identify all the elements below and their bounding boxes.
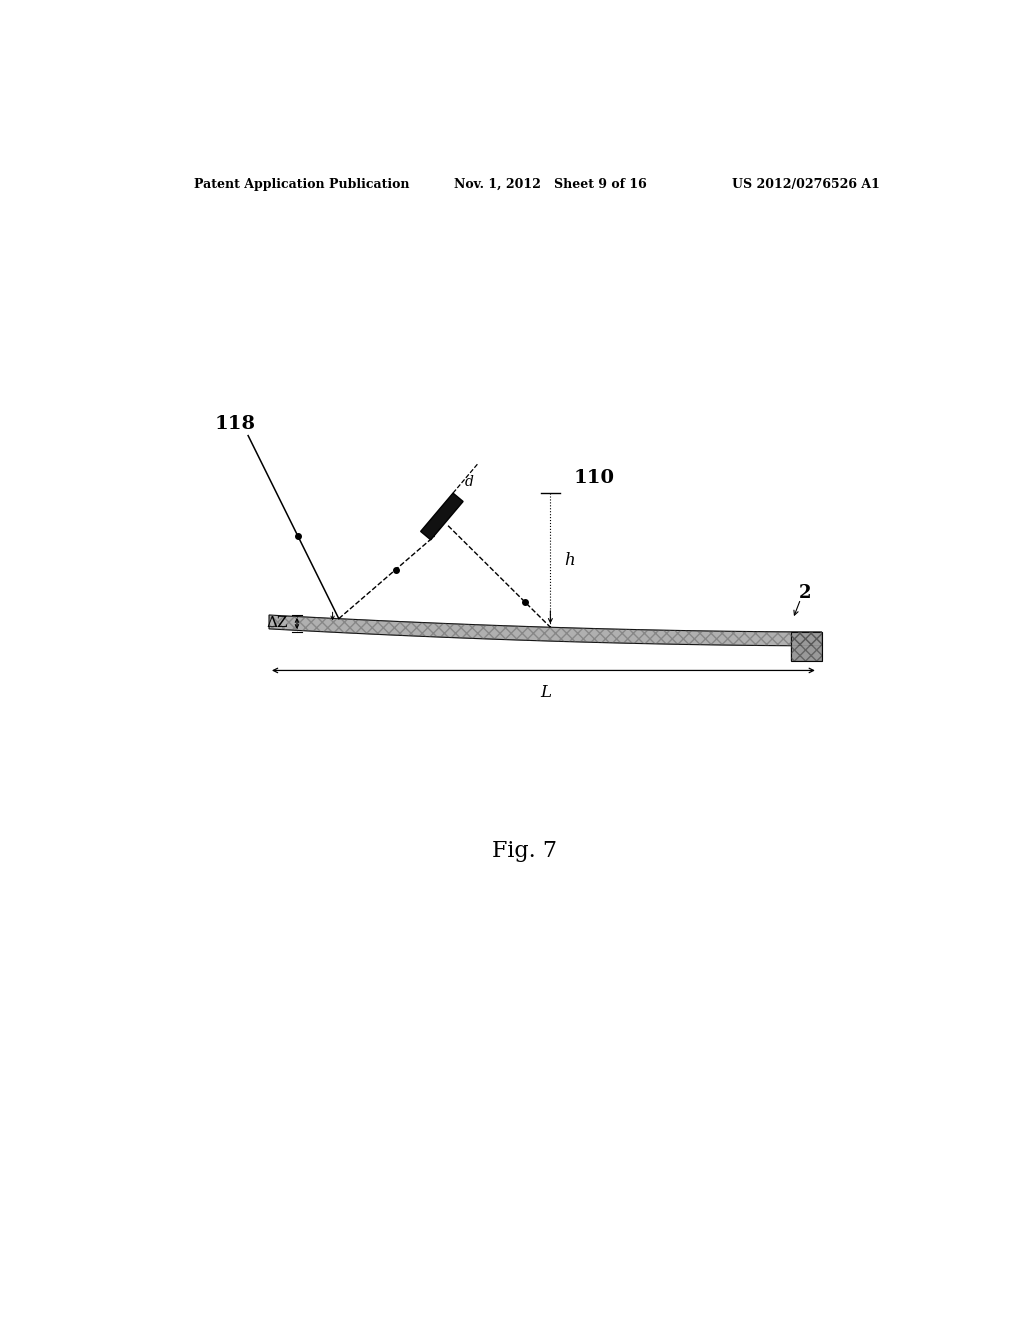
Text: d: d bbox=[465, 475, 474, 490]
Polygon shape bbox=[269, 615, 821, 645]
Text: 118: 118 bbox=[215, 414, 256, 433]
Text: 110: 110 bbox=[573, 469, 614, 487]
Text: h: h bbox=[564, 552, 575, 569]
Text: ΔZ: ΔZ bbox=[266, 616, 288, 631]
Text: Nov. 1, 2012   Sheet 9 of 16: Nov. 1, 2012 Sheet 9 of 16 bbox=[454, 178, 646, 190]
Polygon shape bbox=[421, 494, 463, 540]
Text: US 2012/0276526 A1: US 2012/0276526 A1 bbox=[732, 178, 881, 190]
Text: Patent Application Publication: Patent Application Publication bbox=[194, 178, 410, 190]
Text: Fig. 7: Fig. 7 bbox=[493, 841, 557, 862]
Text: 2: 2 bbox=[799, 585, 811, 602]
Polygon shape bbox=[791, 632, 821, 661]
Text: L: L bbox=[540, 684, 551, 701]
